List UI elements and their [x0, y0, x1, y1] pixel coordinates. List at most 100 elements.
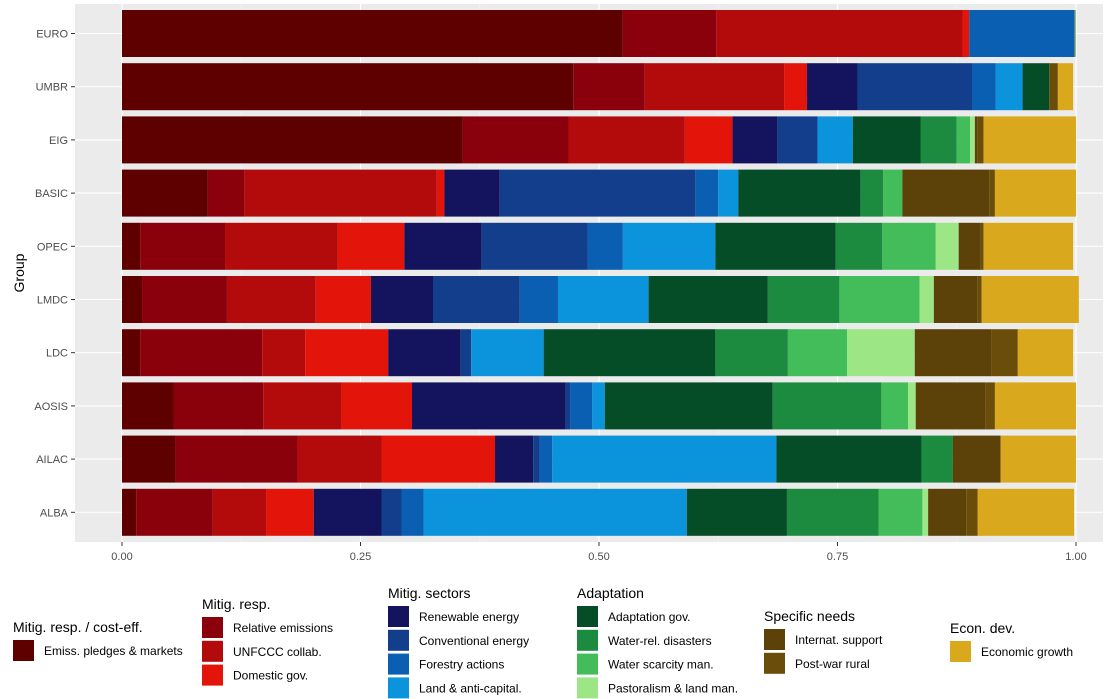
bar-segment	[935, 222, 959, 270]
legend-label: Renewable energy	[419, 610, 519, 624]
y-axis-ticks: EURO UMBR EIG BASIC OPEC LMDC LDC AOSIS AILAC ALB…	[34, 29, 75, 519]
bar-segment	[592, 382, 605, 430]
legend-group: Mitig. sectors Renewable energy Convention…	[388, 585, 529, 699]
bar-segment	[462, 116, 569, 164]
legend-key	[950, 641, 971, 662]
bar-segment	[684, 116, 733, 164]
bar-segment	[777, 116, 818, 164]
bar-segment	[122, 329, 141, 377]
bar-segment	[140, 222, 226, 270]
bar-segment	[136, 488, 213, 536]
bar-segment	[543, 329, 716, 377]
bar-segment	[994, 169, 1076, 217]
bar-segment	[784, 63, 807, 111]
bar-segment	[983, 116, 1076, 164]
legend-label: Post-war rural	[795, 657, 870, 671]
bar-segment	[915, 382, 986, 430]
bar-segment	[401, 488, 424, 536]
legend-label: Internat. support	[795, 633, 883, 647]
bar-segment	[806, 63, 858, 111]
x-tick-label: 0.50	[588, 551, 609, 563]
bar-segment	[412, 382, 566, 430]
bar-segment	[881, 382, 909, 430]
bar-segment	[847, 329, 915, 377]
bar-segment	[772, 382, 882, 430]
bar-segment	[262, 329, 306, 377]
bar-segment	[305, 329, 389, 377]
bar-segment	[970, 116, 975, 164]
bar-segment	[266, 488, 314, 536]
legend-label: Emiss. pledges & markets	[44, 644, 183, 658]
bar-segment	[902, 169, 990, 217]
bar-segment	[919, 276, 934, 323]
bar-segment	[341, 382, 413, 430]
bar-segment	[952, 435, 1001, 483]
legend-title: Econ. dev.	[950, 620, 1015, 636]
legend-key	[764, 629, 785, 650]
bar-segment	[715, 222, 836, 270]
bar-segment	[686, 488, 787, 536]
bar-segment	[776, 435, 922, 483]
legend-label: Water scarcity man.	[608, 658, 714, 672]
bar-segment	[983, 222, 1074, 270]
bar-segment	[1057, 63, 1074, 111]
bar-segment	[839, 276, 920, 323]
legend-key	[202, 640, 223, 662]
y-tick-label: AILAC	[36, 454, 68, 466]
bar-segment	[173, 382, 264, 430]
bar-segment	[122, 222, 141, 270]
bar-segment	[244, 169, 437, 217]
bar-segment	[716, 10, 963, 57]
legend-label: Relative emissions	[233, 621, 333, 635]
bar-segment	[695, 169, 719, 217]
bar-segment	[570, 382, 593, 430]
y-tick-label: LDC	[46, 348, 68, 360]
bar-segment	[718, 169, 739, 217]
bar-segment	[857, 63, 973, 111]
bar-segment	[787, 329, 848, 377]
bar-segment	[499, 169, 696, 217]
bar-segment	[1022, 63, 1050, 111]
bar-segment	[225, 222, 338, 270]
bar-segment	[738, 169, 861, 217]
bar-segment	[122, 116, 463, 164]
y-tick-label: EURO	[36, 29, 68, 41]
bar-segment	[533, 435, 540, 483]
y-tick-label: ALBA	[40, 507, 69, 519]
bar-segment	[315, 276, 371, 323]
bar-segment	[958, 222, 981, 270]
bar-segment	[140, 329, 263, 377]
x-tick-label: 0.00	[111, 551, 132, 563]
bar-segment	[933, 276, 978, 323]
bar-segment	[381, 435, 496, 483]
bar-segment	[977, 276, 982, 323]
legend-key	[13, 640, 34, 661]
bar-segment	[122, 382, 174, 430]
legend-key	[577, 677, 598, 699]
bar-segment	[370, 276, 434, 323]
bar-segment	[928, 488, 967, 536]
bar-segment	[974, 116, 978, 164]
bar-segment	[644, 63, 785, 111]
legend-title: Mitig. resp.	[202, 596, 270, 612]
bar-segment	[991, 329, 1018, 377]
legend-label: Domestic gov.	[233, 669, 308, 683]
legend-label: Adaptation gov.	[608, 610, 691, 624]
bar-segment	[433, 276, 520, 323]
legend-group: Econ. dev. Economic growth	[950, 620, 1073, 662]
bars	[122, 10, 1079, 536]
bar-segment	[297, 435, 382, 483]
bar-segment	[175, 435, 298, 483]
legend-key	[388, 677, 409, 699]
bar-segment	[908, 382, 916, 430]
legend-key	[388, 629, 409, 651]
bar-segment	[539, 435, 553, 483]
bar-segment	[1049, 63, 1058, 111]
bar-segment	[1000, 435, 1076, 483]
legend-key	[202, 617, 223, 638]
bar-segment	[732, 116, 778, 164]
bar-segment	[337, 222, 405, 270]
bar-segment	[471, 329, 544, 377]
legend-title: Mitig. resp. / cost-eff.	[13, 619, 143, 635]
legend-label: Water-rel. disasters	[608, 634, 712, 648]
